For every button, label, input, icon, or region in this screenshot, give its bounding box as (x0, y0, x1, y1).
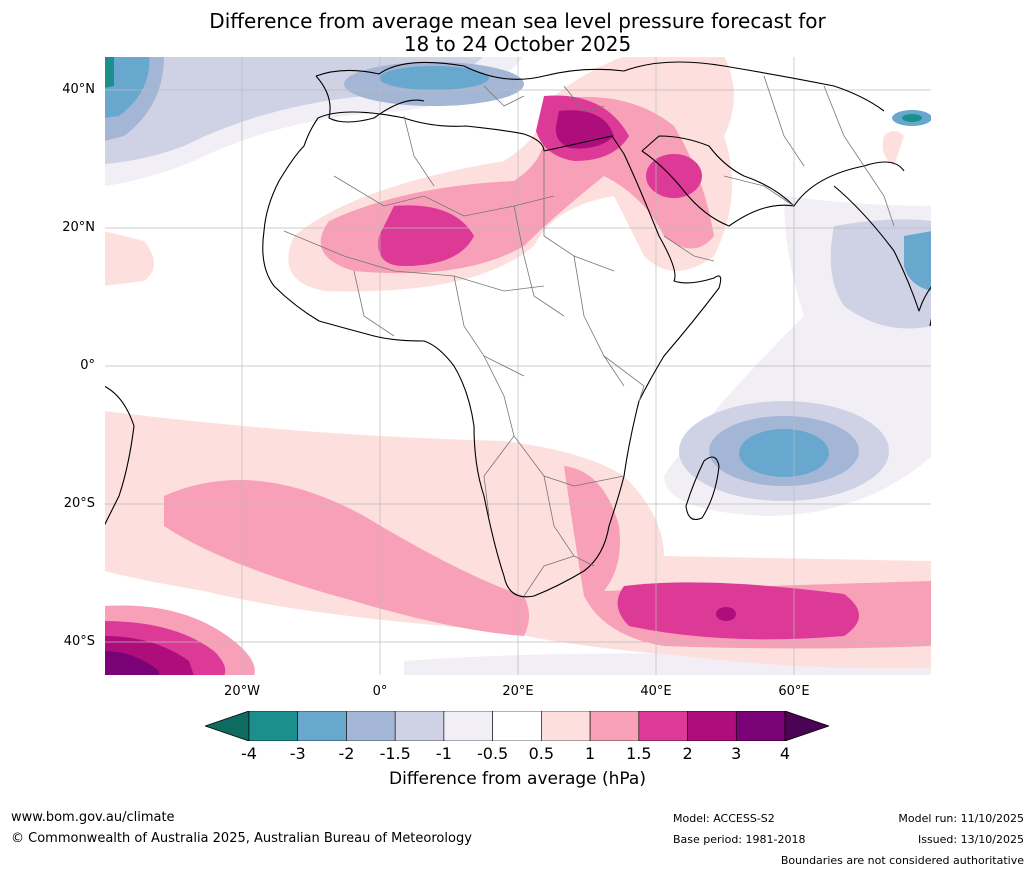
madagascar-coastline (685, 456, 720, 521)
colorbar-segment (638, 710, 688, 742)
lat-label-20n: 20°N (62, 220, 95, 235)
lat-label-0: 0° (80, 358, 95, 373)
colorbar-tick-label: 3 (731, 744, 742, 763)
colorbar-segment (443, 710, 493, 742)
map-canvas (104, 56, 932, 676)
anomaly-zone-sw-corner-4 (104, 651, 159, 676)
pressure-anomaly-map (104, 56, 932, 676)
colorbar-tick-label: 4 (779, 744, 791, 763)
colorbar-tick-label: 2 (682, 744, 693, 763)
anomaly-zone-mascarene-3 (739, 429, 829, 477)
colorbar-tick-label: -3 (289, 744, 306, 763)
anomaly-zone-west-africa-coast (104, 231, 154, 286)
anomaly-zone-iberia-3 (104, 56, 114, 88)
disclaimer: Boundaries are not considered authoritat… (780, 854, 1024, 867)
south-america-edge (104, 385, 135, 527)
colorbar-segment (541, 710, 591, 742)
anomaly-zone-south-indian-1 (617, 582, 859, 640)
anomaly-zone-south-atlantic-2 (164, 480, 529, 636)
colorbar (203, 710, 831, 742)
lat-label-40s: 40°S (63, 634, 95, 649)
lon-label-20w: 20°W (224, 684, 260, 699)
colorbar-tick-label: 0.5 (528, 744, 555, 763)
base-period: Base period: 1981-2018 (673, 833, 806, 846)
website-link[interactable]: www.bom.gov.au/climate (11, 810, 175, 825)
india-coastline (833, 185, 932, 312)
chart-title: Difference from average mean sea level p… (0, 10, 1035, 56)
colorbar-tick-label: 1.5 (626, 744, 652, 763)
colorbar-tick-label: 1 (584, 744, 596, 763)
anomaly-zone-central-asia-2 (902, 114, 922, 122)
lat-label-20s: 20°S (63, 496, 95, 511)
colorbar-segment (346, 710, 396, 742)
model-name: Model: ACCESS-S2 (673, 812, 775, 825)
colorbar-tick-label: -1 (435, 744, 452, 763)
model-run: Model run: 11/10/2025 (898, 812, 1024, 825)
colorbar-svg (203, 710, 831, 742)
title-line-1: Difference from average mean sea level p… (209, 9, 826, 33)
copyright-text: © Commonwealth of Australia 2025, Austra… (11, 831, 472, 846)
colorbar-tick-label: -4 (241, 744, 257, 763)
anomaly-zone-arabian-sea-2 (904, 231, 932, 291)
europe-coastline (315, 61, 885, 112)
colorbar-over-arrow (784, 710, 831, 742)
colorbar-segment (492, 710, 542, 742)
lon-label-20e: 20°E (502, 684, 534, 699)
lon-label-0: 0° (372, 684, 388, 699)
lon-label-40e: 40°E (640, 684, 672, 699)
graticule (104, 56, 932, 676)
country-borders (283, 75, 895, 597)
lat-label-40n: 40°N (62, 82, 95, 97)
negative-anomalies (104, 56, 932, 676)
colorbar-tick-label: -1.5 (379, 744, 411, 763)
iberia-coastline (315, 75, 425, 123)
anomaly-zone-iberia-2 (104, 56, 150, 118)
colorbar-segment (589, 710, 640, 742)
colorbar-tick-label: -2 (338, 744, 355, 763)
anomaly-zone-persia (882, 131, 904, 166)
anomaly-zone-south-indian-core (716, 607, 736, 621)
colorbar-under-arrow (203, 710, 250, 742)
colorbar-segment (735, 710, 786, 742)
colorbar-segment (687, 710, 737, 742)
lon-label-60e: 60°E (778, 684, 810, 699)
issued-date: Issued: 13/10/2025 (917, 833, 1024, 846)
colorbar-segment (394, 710, 445, 742)
colorbar-segment (248, 710, 299, 742)
colorbar-label: Difference from average (hPa) (389, 769, 646, 789)
colorbar-tick-label: -0.5 (477, 744, 509, 763)
title-line-2: 18 to 24 October 2025 (403, 32, 632, 56)
anomaly-zone-mediterranean-2 (379, 66, 489, 90)
anomaly-zone-sahel (378, 205, 474, 266)
colorbar-segment (297, 710, 347, 742)
